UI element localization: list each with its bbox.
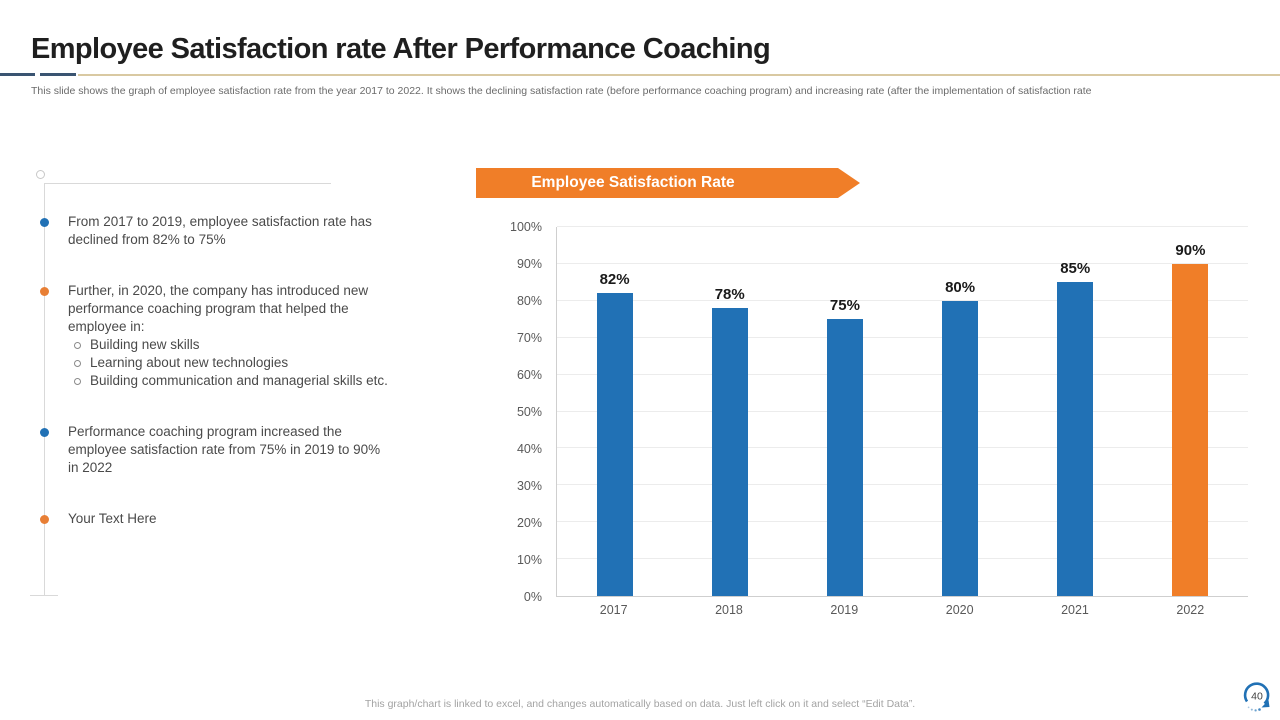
sub-bullet-text: Building new skills — [90, 337, 200, 352]
title-divider-navy-segment-1 — [0, 73, 35, 76]
gridline — [557, 410, 1248, 412]
bullet-marker-icon — [40, 218, 49, 227]
slide-subtitle[interactable]: This slide shows the graph of employee s… — [31, 85, 1092, 97]
satisfaction-bar-chart[interactable]: 0% 10% 20% 30% 40% 50% 60% 70% 80% 90% 100% 82% 78%… — [500, 218, 1264, 628]
sub-bullet-item: Building new skills — [74, 336, 388, 354]
title-divider-tan-line — [78, 74, 1280, 76]
bar-2022[interactable] — [1172, 263, 1209, 596]
x-axis-tick-label-2021: 2021 — [1061, 603, 1089, 617]
y-axis-tick-label: 20% — [516, 516, 542, 530]
y-axis-tick-label: 90% — [516, 257, 542, 271]
bar-value-label-2017: 82% — [599, 271, 630, 289]
gridline — [557, 373, 1248, 375]
y-axis-tick-label: 30% — [516, 479, 542, 493]
bar-slot-2022: 90% — [1133, 227, 1248, 596]
chart-plot-area[interactable]: 82% 78% 75% 80% 85% 90% — [556, 226, 1248, 597]
gridline — [557, 262, 1248, 264]
bar-value-label-2021: 85% — [1060, 260, 1091, 278]
circular-arrow-icon — [1243, 682, 1270, 705]
bar-value-label-2020: 80% — [945, 278, 976, 296]
bar-2019[interactable] — [826, 319, 863, 596]
bullet-body: Performance coaching program increased t… — [68, 423, 388, 477]
gridline — [557, 484, 1248, 486]
bullet-body: Further, in 2020, the company has introd… — [68, 282, 388, 390]
chart-x-axis: 2017 2018 2019 2020 2021 2022 — [556, 603, 1248, 623]
bar-slot-2017: 82% — [557, 227, 672, 596]
page-number: 40 — [1251, 691, 1263, 703]
y-axis-tick-label: 60% — [516, 368, 542, 382]
gridline — [557, 226, 1248, 227]
bullet-text: From 2017 to 2019, employee satisfaction… — [68, 214, 372, 247]
bullet-text: Your Text Here — [68, 511, 157, 526]
y-axis-tick-label: 50% — [516, 405, 542, 419]
bar-2018[interactable] — [711, 308, 748, 596]
x-axis-tick-label-2020: 2020 — [945, 603, 974, 617]
frame-horizontal-line — [44, 183, 331, 184]
gridline — [557, 558, 1248, 560]
bar-value-label-2022: 90% — [1175, 241, 1206, 259]
bar-2021[interactable] — [1057, 282, 1094, 596]
y-axis-tick-label: 70% — [516, 331, 542, 345]
bullet-item: Performance coaching program increased t… — [36, 423, 388, 477]
bullet-item: From 2017 to 2019, employee satisfaction… — [36, 213, 388, 249]
y-axis-tick-label: 10% — [516, 553, 542, 567]
frame-vertical-line — [44, 183, 45, 595]
bar-slot-2021: 85% — [1018, 227, 1133, 596]
bullet-marker-icon — [40, 428, 49, 437]
x-axis-tick-label-2022: 2022 — [1176, 603, 1205, 617]
frame-bottom-tick — [30, 595, 58, 596]
sub-bullet-item: Learning about new technologies — [74, 354, 388, 372]
bullet-marker-icon — [40, 515, 49, 524]
bar-value-label-2018: 78% — [714, 286, 745, 304]
bullet-body: From 2017 to 2019, employee satisfaction… — [68, 213, 388, 249]
bar-slot-2018: 78% — [672, 227, 787, 596]
bullet-marker-icon — [40, 287, 49, 296]
gridline — [557, 447, 1248, 449]
arrowhead-icon — [1261, 700, 1270, 708]
sub-bullet-marker-icon — [74, 377, 81, 385]
page-number-badge: 40 — [1243, 682, 1270, 712]
bar-slot-2019: 75% — [787, 227, 902, 596]
y-axis-tick-label: 0% — [523, 590, 542, 604]
gridline — [557, 299, 1248, 301]
chart-y-axis: 0% 10% 20% 30% 40% 50% 60% 70% 80% 90% 100% — [500, 220, 548, 604]
sub-bullet-text: Building communication and managerial sk… — [90, 373, 388, 388]
footer-note: This graph/chart is linked to excel, and… — [364, 698, 916, 710]
title-divider-navy-segment-2 — [40, 73, 76, 76]
bullet-text: Performance coaching program increased t… — [68, 424, 381, 475]
gridline — [557, 336, 1248, 338]
bullet-list[interactable]: From 2017 to 2019, employee satisfaction… — [36, 213, 388, 561]
y-axis-tick-label: 100% — [510, 220, 542, 234]
sub-bullet-marker-icon — [74, 341, 81, 349]
sub-bullet-marker-icon — [74, 359, 81, 367]
bullet-body: Your Text Here — [68, 510, 157, 528]
x-axis-tick-label-2019: 2019 — [830, 603, 859, 617]
x-axis-tick-label-2017: 2017 — [599, 603, 628, 617]
page-title[interactable]: Employee Satisfaction rate After Perform… — [31, 33, 771, 65]
sub-bullet-text: Learning about new technologies — [90, 355, 289, 370]
y-axis-tick-label: 80% — [516, 294, 542, 308]
x-axis-tick-label-2018: 2018 — [715, 603, 743, 617]
bullet-text: Further, in 2020, the company has introd… — [68, 283, 369, 334]
bar-value-label-2019: 75% — [829, 297, 860, 315]
bar-2017[interactable] — [596, 293, 633, 596]
frame-circle-icon — [36, 170, 45, 179]
gridline — [557, 521, 1248, 523]
bar-2020[interactable] — [942, 300, 979, 596]
sub-bullet-list: Building new skills Learning about new t… — [74, 336, 388, 390]
sub-bullet-item: Building communication and managerial sk… — [74, 372, 388, 390]
bar-slot-2020: 80% — [903, 227, 1018, 596]
bullet-item: Your Text Here — [36, 510, 388, 528]
chart-title-banner[interactable]: Employee Satisfaction Rate — [476, 168, 860, 198]
bullet-item: Further, in 2020, the company has introd… — [36, 282, 388, 390]
y-axis-tick-label: 40% — [516, 442, 542, 456]
